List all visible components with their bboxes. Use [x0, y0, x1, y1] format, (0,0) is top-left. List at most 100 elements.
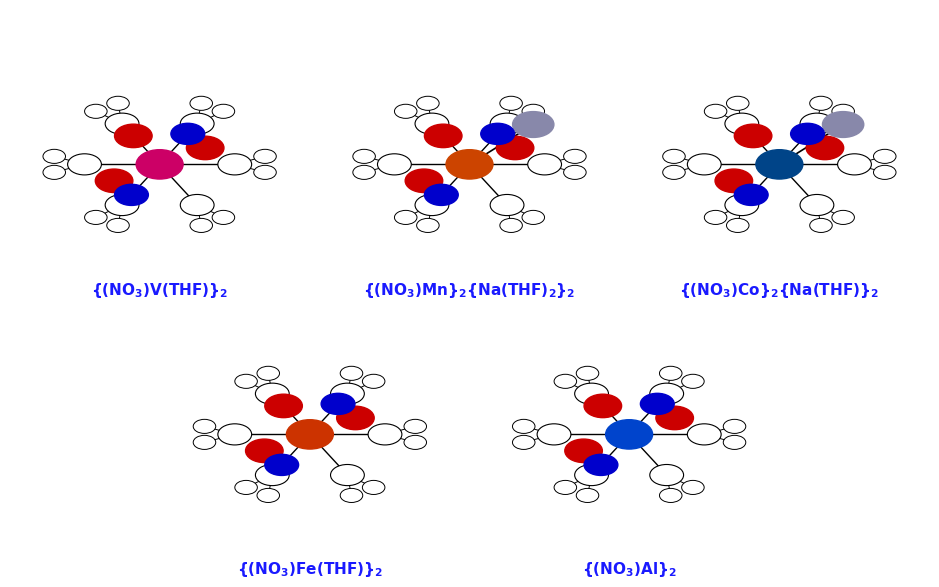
Circle shape [340, 366, 362, 380]
Circle shape [832, 104, 854, 119]
Circle shape [513, 436, 535, 450]
Circle shape [368, 424, 402, 445]
Circle shape [246, 439, 284, 463]
Circle shape [723, 436, 746, 450]
Circle shape [190, 96, 212, 110]
Circle shape [663, 149, 685, 163]
Circle shape [823, 112, 864, 137]
Circle shape [659, 488, 682, 502]
Circle shape [659, 366, 682, 380]
Circle shape [500, 96, 522, 110]
Circle shape [809, 96, 832, 110]
Circle shape [115, 184, 148, 205]
Circle shape [687, 154, 721, 175]
Circle shape [756, 150, 803, 179]
Circle shape [800, 113, 834, 134]
Circle shape [528, 154, 562, 175]
Circle shape [522, 210, 545, 224]
Text: $\mathregular{\{(NO_{3})Al\}_{2}}$: $\mathregular{\{(NO_{3})Al\}_{2}}$ [581, 560, 677, 579]
Circle shape [554, 480, 577, 494]
Circle shape [255, 383, 289, 404]
Circle shape [362, 375, 385, 389]
Circle shape [417, 96, 439, 110]
Circle shape [577, 366, 599, 380]
Circle shape [481, 123, 515, 144]
Circle shape [513, 419, 535, 433]
Circle shape [235, 375, 257, 389]
Circle shape [105, 194, 139, 215]
Circle shape [563, 166, 586, 180]
Circle shape [186, 136, 223, 160]
Circle shape [404, 419, 426, 433]
Circle shape [331, 383, 364, 404]
Text: $\mathregular{\{(NO_{3})Fe(THF)\}_{2}}$: $\mathregular{\{(NO_{3})Fe(THF)\}_{2}}$ [237, 560, 383, 579]
Circle shape [606, 420, 653, 449]
Circle shape [727, 218, 749, 232]
Circle shape [655, 406, 693, 430]
Circle shape [265, 454, 299, 475]
Circle shape [254, 149, 276, 163]
Circle shape [107, 218, 130, 232]
Circle shape [394, 104, 417, 119]
Circle shape [650, 383, 684, 404]
Circle shape [331, 464, 364, 485]
Circle shape [415, 113, 449, 134]
Circle shape [212, 210, 235, 224]
Text: $\mathregular{\{(NO_{3})V(THF)\}_{2}}$: $\mathregular{\{(NO_{3})V(THF)\}_{2}}$ [91, 281, 228, 300]
Circle shape [190, 218, 212, 232]
Circle shape [513, 112, 554, 137]
Circle shape [218, 424, 252, 445]
Circle shape [838, 154, 871, 175]
Circle shape [496, 136, 533, 160]
Circle shape [809, 218, 832, 232]
Circle shape [716, 169, 753, 193]
Circle shape [417, 218, 439, 232]
Circle shape [340, 488, 362, 502]
Circle shape [235, 480, 257, 494]
Circle shape [832, 210, 854, 224]
Circle shape [321, 393, 355, 414]
Circle shape [193, 419, 216, 433]
Circle shape [446, 150, 493, 179]
Circle shape [362, 480, 385, 494]
Circle shape [490, 113, 524, 134]
Circle shape [806, 136, 843, 160]
Circle shape [873, 149, 896, 163]
Circle shape [193, 436, 216, 450]
Circle shape [218, 154, 252, 175]
Circle shape [353, 166, 376, 180]
Circle shape [406, 169, 443, 193]
Circle shape [180, 113, 214, 134]
Circle shape [68, 154, 101, 175]
Circle shape [734, 184, 768, 205]
Circle shape [255, 464, 289, 485]
Circle shape [257, 366, 280, 380]
Circle shape [682, 375, 704, 389]
Circle shape [687, 424, 721, 445]
Circle shape [577, 488, 599, 502]
Circle shape [96, 169, 133, 193]
Circle shape [286, 420, 333, 449]
Circle shape [584, 394, 622, 418]
Circle shape [424, 184, 458, 205]
Circle shape [584, 454, 618, 475]
Circle shape [704, 104, 727, 119]
Circle shape [43, 166, 66, 180]
Circle shape [537, 424, 571, 445]
Circle shape [704, 210, 727, 224]
Circle shape [650, 464, 684, 485]
Circle shape [640, 393, 674, 414]
Circle shape [424, 124, 462, 148]
Circle shape [254, 166, 276, 180]
Circle shape [353, 149, 376, 163]
Circle shape [85, 210, 107, 224]
Text: $\mathregular{\{(NO_{3})Co\}_{2}\{Na(THF)\}_{2}}$: $\mathregular{\{(NO_{3})Co\}_{2}\{Na(THF… [679, 281, 880, 300]
Circle shape [873, 166, 896, 180]
Text: $\mathregular{\{(NO_{3})Mn\}_{2}\{Na(THF)_{2}\}_{2}}$: $\mathregular{\{(NO_{3})Mn\}_{2}\{Na(THF… [363, 281, 576, 300]
Circle shape [725, 194, 759, 215]
Circle shape [336, 406, 374, 430]
Circle shape [723, 419, 746, 433]
Circle shape [115, 124, 152, 148]
Circle shape [180, 194, 214, 215]
Circle shape [257, 488, 280, 502]
